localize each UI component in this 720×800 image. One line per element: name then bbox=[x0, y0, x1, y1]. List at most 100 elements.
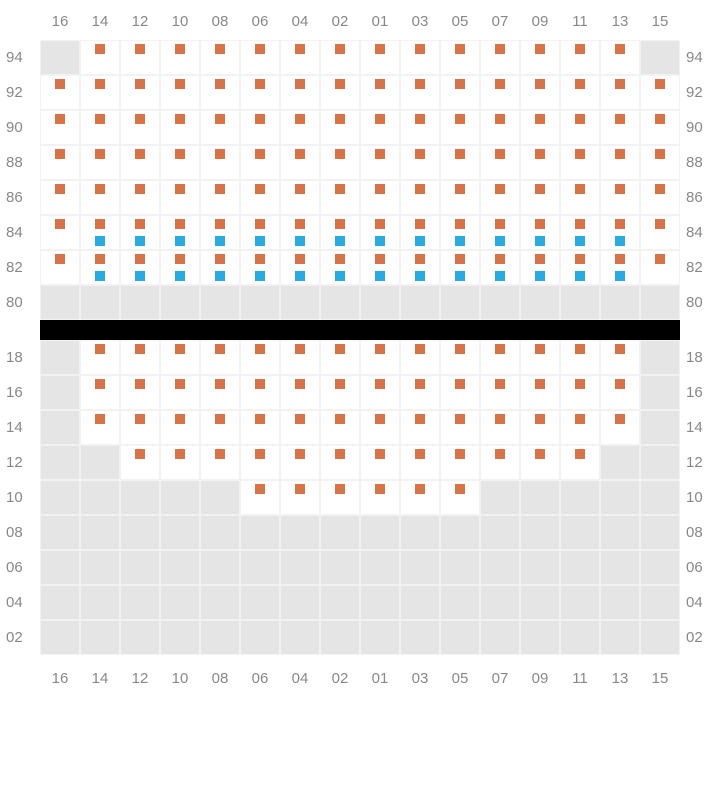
row-label-left: 14 bbox=[6, 419, 36, 436]
seat-marker-blue bbox=[255, 236, 265, 246]
seat-cell bbox=[240, 515, 280, 550]
seat-cell bbox=[320, 515, 360, 550]
seat-cell bbox=[40, 375, 80, 410]
seat-marker-orange bbox=[455, 114, 465, 124]
seat-marker-orange bbox=[455, 379, 465, 389]
seat-marker-orange bbox=[455, 449, 465, 459]
seat-marker-blue bbox=[135, 271, 145, 281]
seat-marker-orange bbox=[255, 484, 265, 494]
seat-marker-orange bbox=[415, 254, 425, 264]
seat-marker-orange bbox=[175, 449, 185, 459]
seat-marker-orange bbox=[535, 149, 545, 159]
seat-marker-orange bbox=[175, 219, 185, 229]
col-label-bottom: 08 bbox=[205, 670, 235, 687]
seat-marker-orange bbox=[215, 184, 225, 194]
seat-marker-orange bbox=[295, 44, 305, 54]
seat-cell bbox=[200, 550, 240, 585]
seat-cell bbox=[280, 550, 320, 585]
row-label-left: 10 bbox=[6, 489, 36, 506]
seat-marker-blue bbox=[575, 236, 585, 246]
seat-marker-orange bbox=[255, 379, 265, 389]
seat-cell bbox=[440, 620, 480, 655]
row-label-right: 80 bbox=[686, 294, 716, 311]
seat-marker-orange bbox=[415, 149, 425, 159]
seat-cell bbox=[600, 480, 640, 515]
col-label-bottom: 09 bbox=[525, 670, 555, 687]
seat-marker-orange bbox=[215, 379, 225, 389]
col-label-top: 01 bbox=[365, 13, 395, 30]
seat-marker-orange bbox=[175, 254, 185, 264]
row-label-right: 18 bbox=[686, 349, 716, 366]
seat-marker-orange bbox=[175, 414, 185, 424]
seat-marker-orange bbox=[375, 449, 385, 459]
col-label-top: 05 bbox=[445, 13, 475, 30]
seat-marker-orange bbox=[95, 149, 105, 159]
seat-marker-orange bbox=[335, 254, 345, 264]
col-label-top: 12 bbox=[125, 13, 155, 30]
seat-cell bbox=[240, 285, 280, 320]
seat-marker-orange bbox=[135, 219, 145, 229]
seat-marker-orange bbox=[575, 379, 585, 389]
seat-marker-orange bbox=[615, 79, 625, 89]
seat-marker-orange bbox=[575, 79, 585, 89]
seat-cell bbox=[520, 620, 560, 655]
seat-marker-orange bbox=[215, 414, 225, 424]
seat-marker-orange bbox=[535, 449, 545, 459]
seat-marker-orange bbox=[335, 379, 345, 389]
row-label-left: 84 bbox=[6, 224, 36, 241]
seat-marker-orange bbox=[135, 44, 145, 54]
seat-marker-orange bbox=[375, 219, 385, 229]
seat-marker-blue bbox=[175, 236, 185, 246]
seat-marker-orange bbox=[455, 484, 465, 494]
seat-cell bbox=[240, 620, 280, 655]
seat-marker-orange bbox=[175, 79, 185, 89]
seat-cell bbox=[120, 620, 160, 655]
seat-marker-orange bbox=[375, 344, 385, 354]
row-label-left: 06 bbox=[6, 559, 36, 576]
seat-cell bbox=[40, 620, 80, 655]
seat-cell bbox=[40, 480, 80, 515]
seat-marker-orange bbox=[535, 219, 545, 229]
seat-marker-orange bbox=[135, 344, 145, 354]
seat-marker-blue bbox=[615, 271, 625, 281]
seat-cell bbox=[120, 480, 160, 515]
seat-marker-orange bbox=[615, 219, 625, 229]
seat-marker-orange bbox=[655, 184, 665, 194]
seat-marker-orange bbox=[375, 79, 385, 89]
seat-cell bbox=[160, 585, 200, 620]
seat-marker-orange bbox=[655, 149, 665, 159]
seat-marker-orange bbox=[415, 114, 425, 124]
seat-marker-orange bbox=[95, 344, 105, 354]
seat-marker-orange bbox=[255, 44, 265, 54]
seat-cell bbox=[40, 550, 80, 585]
seat-marker-orange bbox=[335, 149, 345, 159]
row-label-left: 04 bbox=[6, 594, 36, 611]
col-label-bottom: 02 bbox=[325, 670, 355, 687]
seat-marker-orange bbox=[215, 114, 225, 124]
seat-cell bbox=[40, 40, 80, 75]
row-label-right: 04 bbox=[686, 594, 716, 611]
seat-marker-orange bbox=[335, 219, 345, 229]
seat-cell bbox=[80, 550, 120, 585]
seat-marker-orange bbox=[335, 79, 345, 89]
seat-cell bbox=[400, 620, 440, 655]
seat-marker-orange bbox=[335, 414, 345, 424]
seat-marker-blue bbox=[175, 271, 185, 281]
seat-marker-orange bbox=[655, 79, 665, 89]
seat-marker-orange bbox=[615, 114, 625, 124]
seat-cell bbox=[80, 480, 120, 515]
seat-marker-orange bbox=[55, 184, 65, 194]
row-label-left: 18 bbox=[6, 349, 36, 366]
seat-marker-blue bbox=[375, 236, 385, 246]
seat-cell bbox=[560, 550, 600, 585]
seat-cell bbox=[400, 550, 440, 585]
row-label-right: 86 bbox=[686, 189, 716, 206]
seat-marker-orange bbox=[375, 114, 385, 124]
seat-cell bbox=[40, 515, 80, 550]
seat-cell bbox=[200, 620, 240, 655]
seat-marker-orange bbox=[535, 44, 545, 54]
seat-marker-orange bbox=[55, 79, 65, 89]
seat-cell bbox=[640, 550, 680, 585]
seat-map: 1614121008060402010305070911131594949292… bbox=[0, 0, 720, 800]
seat-cell bbox=[560, 515, 600, 550]
